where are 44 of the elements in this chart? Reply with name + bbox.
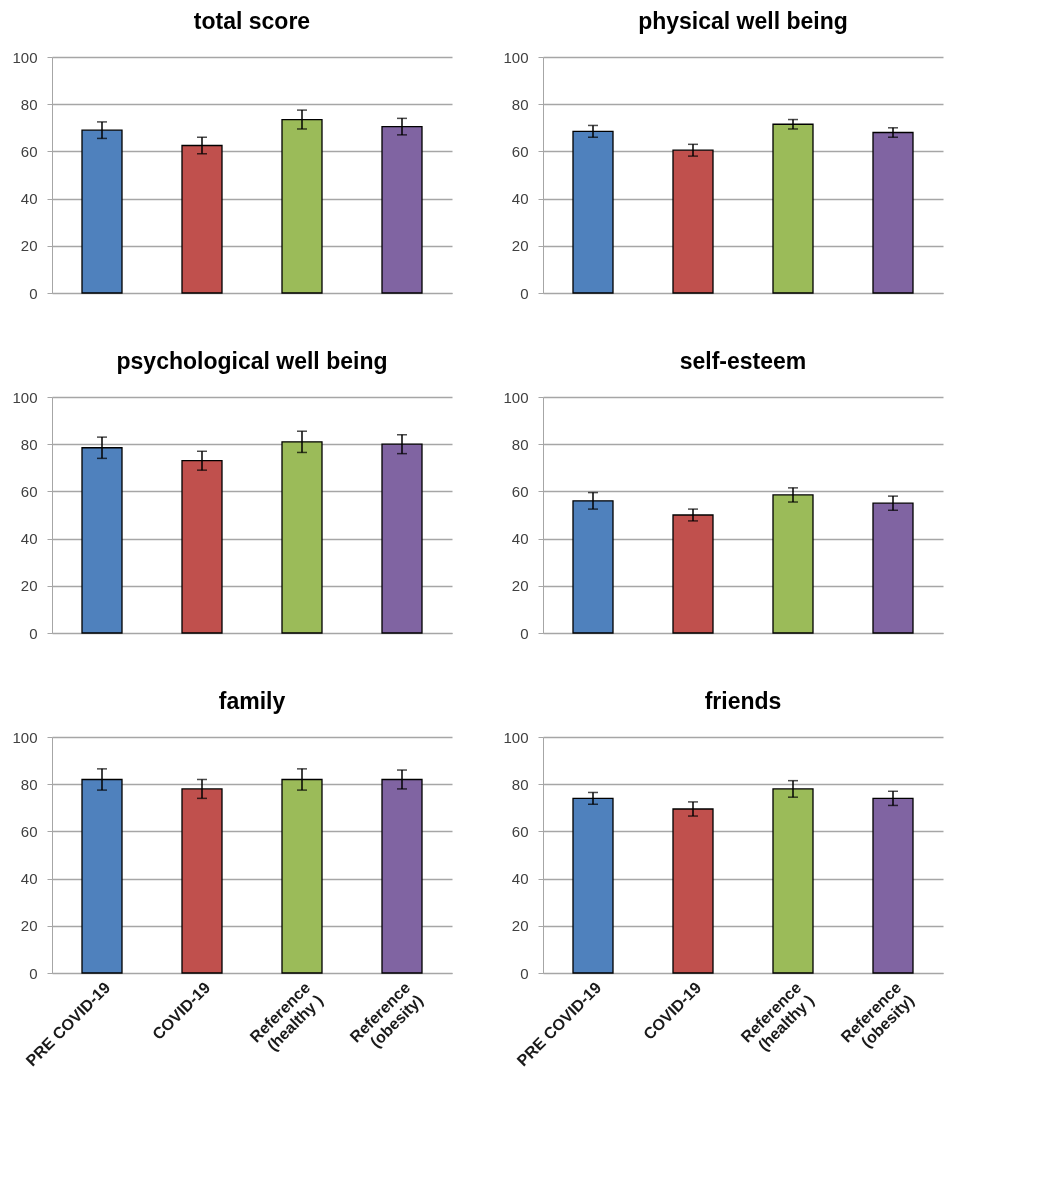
y-tick-label: 40 bbox=[511, 530, 529, 548]
y-tick-label: 80 bbox=[20, 775, 38, 793]
chart-title: physical well being bbox=[638, 8, 848, 34]
y-tick-label: 20 bbox=[20, 917, 38, 935]
y-tick-label: 80 bbox=[511, 435, 529, 453]
y-tick-label: 100 bbox=[503, 48, 529, 66]
y-tick-label: 100 bbox=[12, 388, 38, 406]
chart-title: psychological well being bbox=[116, 348, 388, 374]
y-tick-label: 80 bbox=[511, 775, 529, 793]
y-tick-label: 100 bbox=[503, 388, 529, 406]
y-tick-label: 40 bbox=[20, 530, 38, 548]
y-tick-label: 60 bbox=[20, 142, 38, 160]
y-tick-label: 60 bbox=[511, 482, 529, 500]
y-tick-label: 100 bbox=[503, 728, 529, 746]
y-tick-label: 60 bbox=[511, 142, 529, 160]
y-tick-label: 40 bbox=[511, 870, 529, 888]
y-tick-label: 40 bbox=[20, 870, 38, 888]
y-tick-label: 60 bbox=[20, 822, 38, 840]
y-tick-label: 20 bbox=[511, 577, 529, 595]
y-tick-label: 20 bbox=[20, 577, 38, 595]
bar bbox=[872, 131, 914, 294]
chart-title: friends bbox=[704, 688, 782, 714]
y-tick-label: 60 bbox=[511, 822, 529, 840]
y-tick-label: 0 bbox=[520, 284, 529, 302]
chart-title: self-esteem bbox=[679, 348, 807, 374]
y-tick-label: 20 bbox=[511, 917, 529, 935]
y-tick-label: 40 bbox=[511, 190, 529, 208]
y-tick-label: 0 bbox=[520, 964, 529, 982]
y-tick-label: 100 bbox=[12, 728, 38, 746]
y-tick-label: 0 bbox=[29, 624, 38, 642]
y-tick-label: 60 bbox=[20, 482, 38, 500]
y-tick-label: 80 bbox=[511, 95, 529, 113]
y-tick-label: 100 bbox=[12, 48, 38, 66]
chart-title: family bbox=[218, 688, 286, 714]
y-tick-label: 0 bbox=[29, 284, 38, 302]
y-tick-label: 80 bbox=[20, 435, 38, 453]
y-tick-label: 20 bbox=[511, 237, 529, 255]
y-tick-label: 0 bbox=[520, 624, 529, 642]
y-tick-label: 20 bbox=[20, 237, 38, 255]
y-tick-label: 80 bbox=[20, 95, 38, 113]
y-tick-label: 40 bbox=[20, 190, 38, 208]
chart-title: total score bbox=[193, 8, 311, 34]
bar bbox=[772, 123, 814, 294]
y-tick-label: 0 bbox=[29, 964, 38, 982]
